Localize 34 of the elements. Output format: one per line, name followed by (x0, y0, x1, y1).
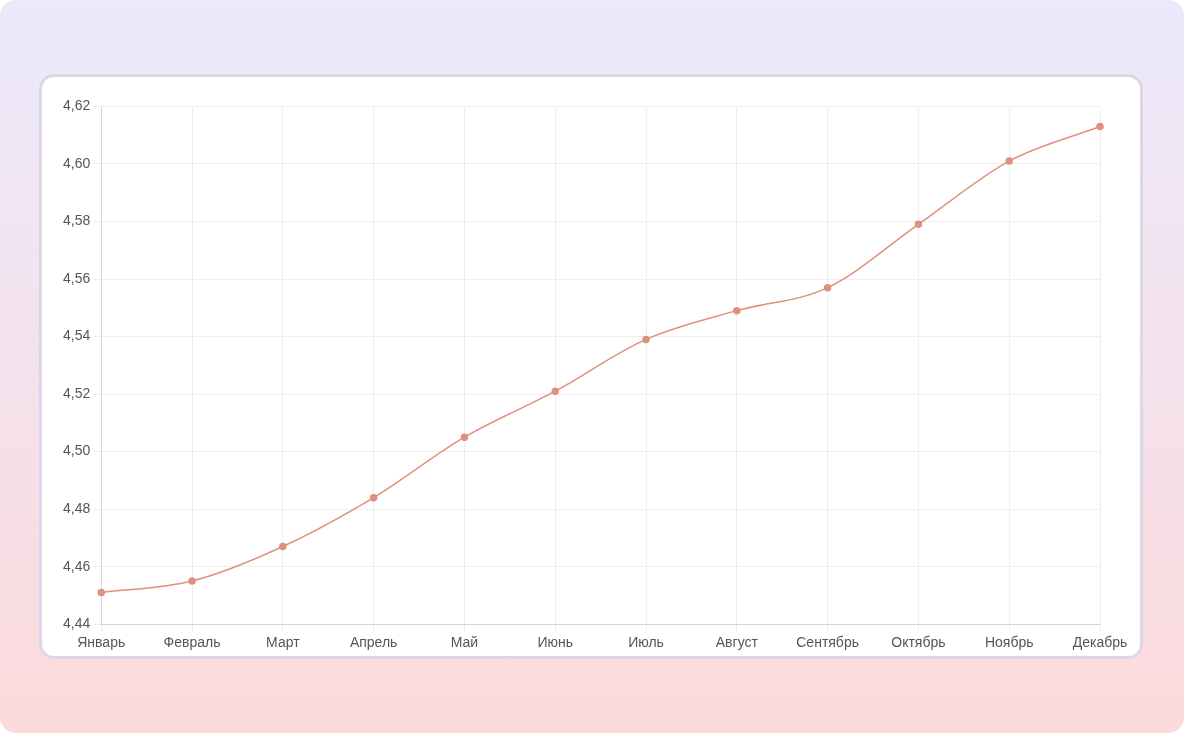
point (1096, 122, 1104, 131)
x-tick-label: Сентябрь (796, 634, 859, 651)
x-tick-label: Ноябрь (984, 634, 1034, 651)
x-tick-label: Апрель (349, 634, 398, 651)
point (188, 577, 196, 585)
x-tick-label: Июнь (537, 634, 574, 651)
point (914, 220, 923, 229)
point (1005, 157, 1013, 165)
point (551, 387, 559, 395)
x-tick-label: Март (266, 634, 301, 651)
point (460, 433, 469, 441)
point (97, 588, 105, 597)
point (279, 542, 287, 551)
y-tick-label: 4,62 (63, 97, 91, 114)
x-tick-label: Декабрь (1072, 634, 1128, 651)
point (369, 493, 378, 502)
y-tick-label: 4,56 (63, 269, 91, 286)
y-tick-label: 4,48 (63, 499, 91, 516)
x-tick-label: Январь (77, 634, 126, 651)
y-tick-label: 4,54 (63, 327, 91, 344)
x-tick-label: Май (450, 634, 479, 651)
y-tick-label: 4,46 (63, 557, 91, 574)
x-tick-label: Октябрь (891, 634, 946, 651)
y-tick-label: 4,60 (63, 154, 91, 171)
x-tick-label: Август (715, 634, 759, 651)
x-tick-label: Июль (628, 634, 664, 651)
y-tick-label: 4,58 (63, 212, 91, 229)
y-tick-label: 4,52 (63, 384, 91, 401)
point (823, 283, 832, 292)
y-tick-label: 4,44 (63, 615, 91, 632)
x-tick-label: Февраль (163, 634, 221, 651)
y-tick-label: 4,50 (63, 442, 91, 459)
point (733, 306, 741, 315)
point (642, 335, 650, 344)
